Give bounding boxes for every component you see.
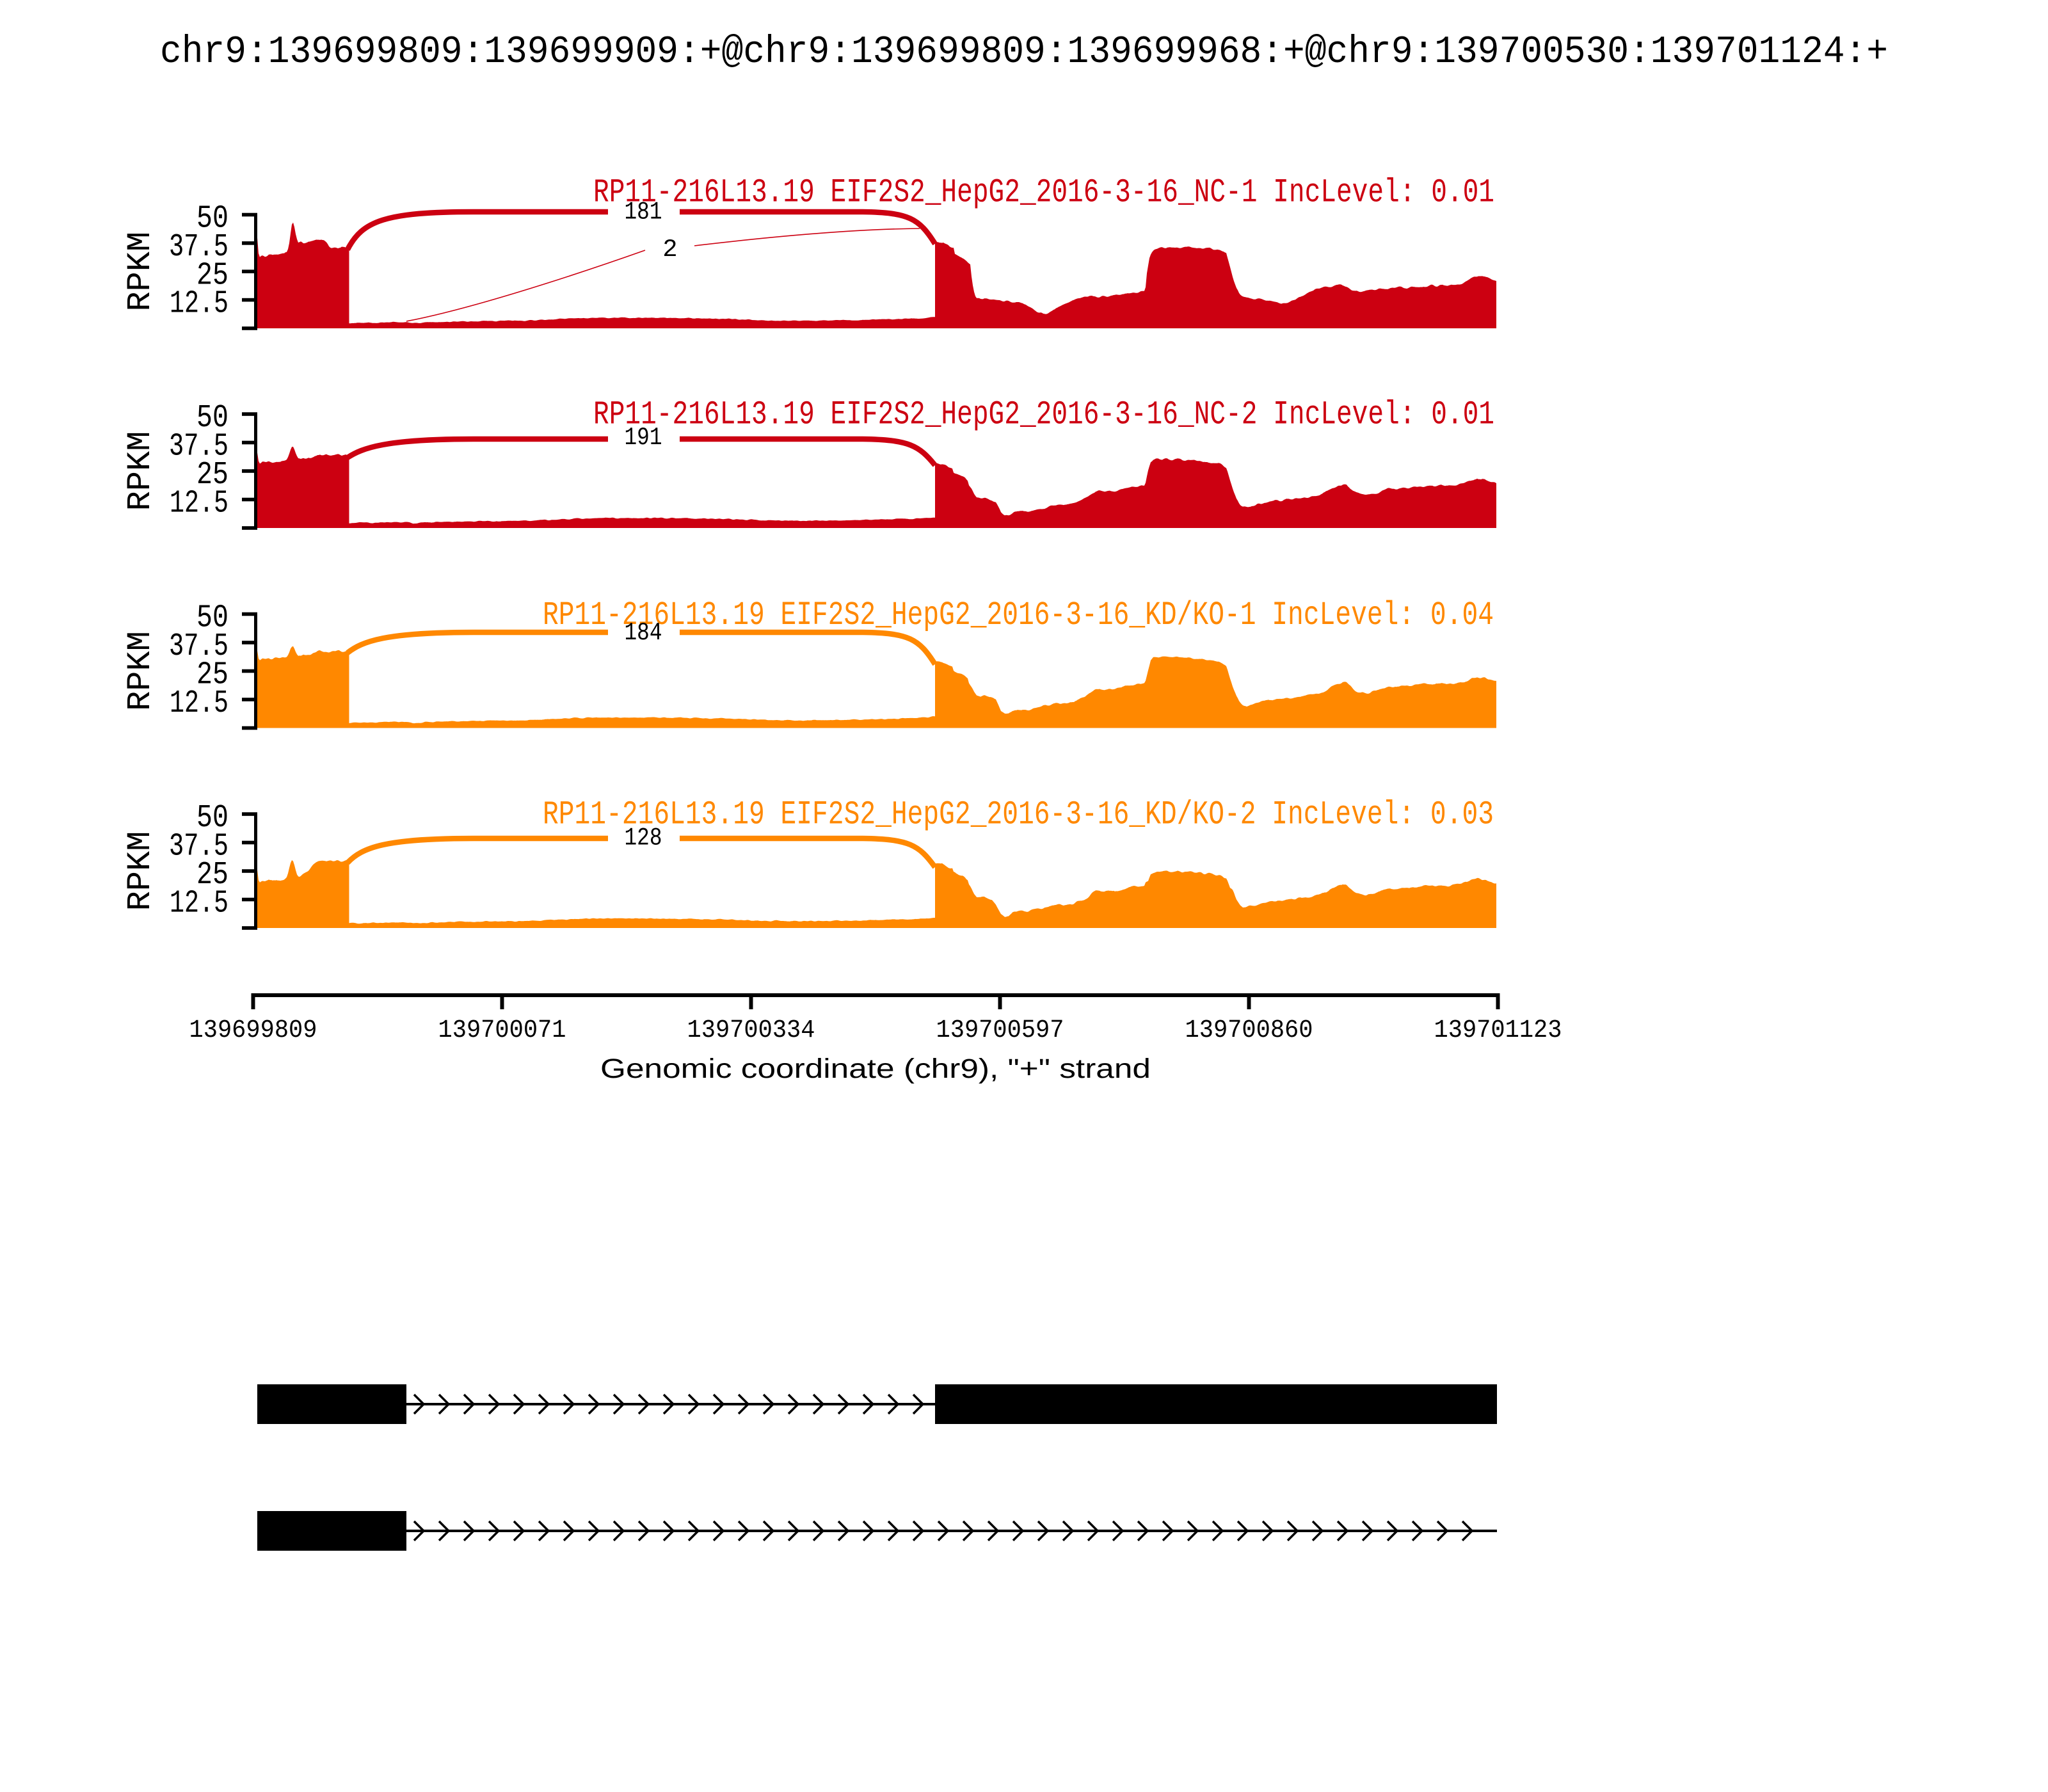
svg-text:RPKM: RPKM [122, 232, 159, 312]
svg-text:25: 25 [196, 657, 228, 694]
svg-text:12.5: 12.5 [170, 486, 228, 522]
svg-text:37.5: 37.5 [169, 829, 228, 865]
svg-text:181: 181 [625, 198, 662, 227]
svg-text:50: 50 [196, 201, 228, 237]
svg-text:12.5: 12.5 [170, 685, 228, 722]
svg-text:2: 2 [662, 236, 677, 264]
svg-text:139700597: 139700597 [936, 1016, 1064, 1044]
svg-text:chr9:139699809:139699909:+@chr: chr9:139699809:139699909:+@chr9:13969980… [160, 31, 1888, 74]
svg-text:Genomic coordinate (chr9), "+": Genomic coordinate (chr9), "+" strand [600, 1053, 1151, 1084]
svg-text:184: 184 [625, 619, 662, 647]
svg-text:50: 50 [196, 400, 228, 436]
svg-text:RP11-216L13.19 EIF2S2_HepG2_20: RP11-216L13.19 EIF2S2_HepG2_2016-3-16_KD… [543, 797, 1494, 834]
svg-text:12.5: 12.5 [170, 286, 228, 323]
svg-text:25: 25 [196, 857, 228, 893]
svg-text:RP11-216L13.19 EIF2S2_HepG2_20: RP11-216L13.19 EIF2S2_HepG2_2016-3-16_NC… [593, 397, 1494, 434]
svg-text:12.5: 12.5 [170, 886, 228, 922]
svg-text:50: 50 [196, 600, 228, 637]
svg-text:25: 25 [196, 257, 228, 294]
svg-text:RPKM: RPKM [122, 831, 159, 911]
svg-text:191: 191 [625, 424, 662, 452]
svg-text:50: 50 [196, 800, 228, 836]
svg-text:139700860: 139700860 [1185, 1016, 1313, 1044]
svg-text:37.5: 37.5 [169, 429, 228, 465]
svg-text:139701123: 139701123 [1434, 1016, 1562, 1044]
svg-text:139700334: 139700334 [687, 1016, 815, 1044]
svg-text:RPKM: RPKM [122, 631, 159, 711]
svg-text:37.5: 37.5 [169, 229, 228, 266]
svg-text:139700071: 139700071 [438, 1016, 566, 1044]
svg-text:25: 25 [196, 457, 228, 493]
svg-text:RP11-216L13.19 EIF2S2_HepG2_20: RP11-216L13.19 EIF2S2_HepG2_2016-3-16_NC… [593, 175, 1494, 212]
svg-text:37.5: 37.5 [169, 628, 228, 665]
svg-text:RPKM: RPKM [122, 431, 159, 511]
svg-text:128: 128 [625, 824, 662, 852]
svg-text:139699809: 139699809 [189, 1016, 317, 1044]
svg-text:RP11-216L13.19 EIF2S2_HepG2_20: RP11-216L13.19 EIF2S2_HepG2_2016-3-16_KD… [543, 597, 1494, 634]
